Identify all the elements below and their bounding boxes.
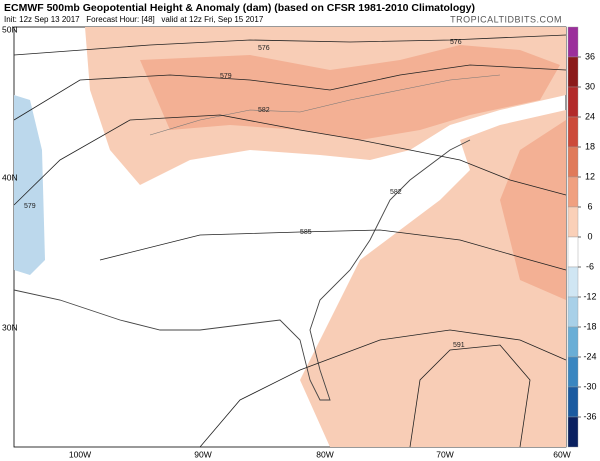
colorbar-tick-label: -18: [583, 321, 596, 331]
positive-anomaly-east-strong: [500, 120, 566, 300]
positive-anomaly-strong: [140, 45, 560, 140]
contour: [199, 329, 567, 448]
longitude-label: 80W: [316, 449, 333, 459]
colorbar-tick-label: -12: [583, 291, 596, 301]
colorbar-segment: [567, 26, 579, 58]
contour-label: 585: [300, 229, 312, 236]
colorbar-segment: [567, 296, 579, 328]
contour: [13, 34, 567, 56]
colorbar-segment: [567, 56, 579, 88]
contour: [409, 344, 531, 448]
latitude-label: 30N: [2, 322, 18, 332]
colorbar-tick-label: 18: [585, 141, 595, 151]
latitude-label: 50N: [2, 24, 18, 34]
longitude-label: 90W: [194, 449, 211, 459]
map-subtitle: Init: 12z Sep 13 2017 Forecast Hour: [48…: [4, 15, 264, 24]
contour-label: 579: [24, 203, 36, 210]
colorbar-tick-label: -6: [586, 261, 594, 271]
colorbar-tick-label: 12: [585, 171, 595, 181]
contour-label: 582: [258, 107, 270, 114]
contour: [13, 114, 567, 206]
colorbar-segment: [567, 356, 579, 388]
colorbar-segment: [567, 146, 579, 178]
border: [149, 74, 501, 136]
colorbar-segment: [567, 386, 579, 418]
contour: [99, 229, 567, 271]
longitude-label: 100W: [69, 449, 91, 459]
colorbar-segment: [567, 416, 579, 448]
positive-anomaly-east: [300, 110, 566, 447]
contour-label: 582: [390, 189, 402, 196]
map-area: 576 579 582 585 591 579 576 582: [13, 26, 567, 448]
contour-label: 591: [453, 342, 465, 349]
map-title: ECMWF 500mb Geopotential Height & Anomal…: [4, 2, 475, 14]
contour-label: 579: [220, 73, 232, 80]
colorbar-segment: [567, 206, 579, 238]
contour-label: 576: [258, 45, 270, 52]
colorbar-segment: [567, 116, 579, 148]
colorbar-segment: [567, 326, 579, 358]
colorbar-segment: [567, 86, 579, 118]
contour: [13, 64, 567, 121]
colorbar-tick-label: 0: [587, 231, 592, 241]
colorbar-tick-label: -24: [583, 351, 596, 361]
coastline: [13, 139, 471, 401]
colorbar-tick-label: 36: [585, 51, 595, 61]
colorbar-segment: [567, 176, 579, 208]
negative-anomaly: [14, 95, 45, 275]
longitude-label: 60W: [553, 449, 570, 459]
colorbar-segment: [567, 236, 579, 268]
credit: TROPICALTIDBITS.COM: [450, 14, 562, 24]
colorbar-segment: [567, 266, 579, 298]
colorbar-tick-label: 6: [587, 201, 592, 211]
colorbar: 36 30 24 18 12 6 0 -6 -12 -18 -24 -30 -36: [567, 26, 597, 448]
colorbar-tick-label: -36: [583, 411, 596, 421]
longitude-label: 70W: [436, 449, 453, 459]
colorbar-tick-label: -30: [583, 381, 596, 391]
latitude-label: 40N: [2, 172, 18, 182]
colorbar-tick-label: 30: [585, 81, 595, 91]
contour-label: 576: [450, 39, 462, 46]
colorbar-tick-label: 24: [585, 111, 595, 121]
